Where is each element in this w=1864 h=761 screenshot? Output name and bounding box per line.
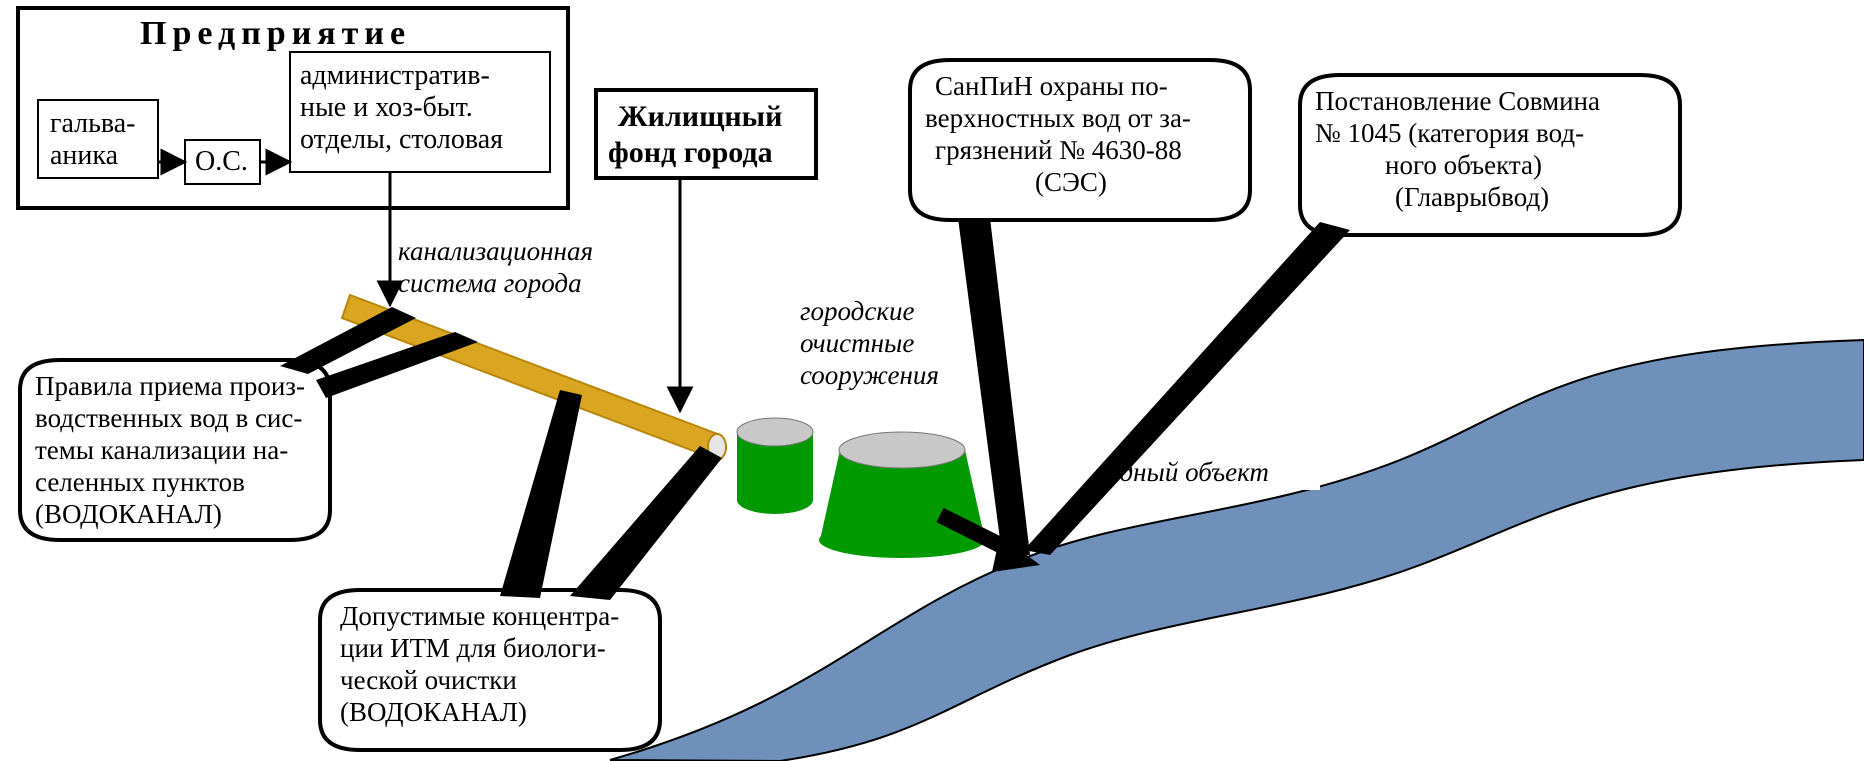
svg-text:Предприятие: Предприятие	[140, 15, 411, 52]
svg-text:канализационная: канализационная	[398, 236, 593, 266]
svg-text:(Главрыбвод): (Главрыбвод)	[1395, 182, 1549, 212]
svg-text:ного объекта): ного объекта)	[1385, 150, 1542, 180]
svg-text:Жилищный: Жилищный	[618, 100, 782, 133]
svg-text:административ-: административ-	[300, 60, 490, 91]
svg-text:отделы, столовая: отделы, столовая	[300, 124, 503, 155]
svg-text:аника: аника	[50, 140, 119, 171]
enterprise-box: Предприятие гальва- аника О.С. администр…	[18, 8, 568, 208]
svg-text:ческой очистки: ческой очистки	[340, 665, 517, 695]
housing-box: Жилищный фонд города	[596, 90, 816, 178]
svg-text:водственных вод в сис-: водственных вод в сис-	[35, 403, 302, 433]
svg-text:Правила приема произ-: Правила приема произ-	[35, 371, 305, 401]
svg-text:(СЭС): (СЭС)	[1035, 167, 1107, 197]
svg-text:гальва-: гальва-	[50, 108, 136, 139]
diagram-canvas: водный объект канализационная система го…	[0, 0, 1864, 761]
svg-text:верхностных вод от за-: верхностных вод от за-	[925, 103, 1191, 133]
svg-text:сооружения: сооружения	[800, 360, 939, 390]
treatment-label: городские очистные сооружения	[800, 296, 939, 390]
svg-text:темы канализации на-: темы канализации на-	[35, 435, 288, 465]
river	[610, 340, 1864, 761]
svg-text:Постановление Совмина: Постановление Совмина	[1315, 86, 1600, 116]
svg-text:очистные: очистные	[800, 328, 914, 358]
svg-text:(ВОДОКАНАЛ): (ВОДОКАНАЛ)	[340, 697, 527, 727]
svg-text:ции ИТМ для биологи-: ции ИТМ для биологи-	[340, 633, 606, 663]
treatment-tanks	[737, 418, 985, 558]
svg-text:№ 1045 (категория вод-: № 1045 (категория вод-	[1315, 118, 1584, 148]
svg-text:городские: городские	[800, 296, 914, 326]
svg-text:СанПиН охраны по-: СанПиН охраны по-	[935, 71, 1168, 101]
svg-text:селенных пунктов: селенных пунктов	[35, 467, 245, 497]
svg-text:грязнений № 4630-88: грязнений № 4630-88	[935, 135, 1182, 165]
svg-text:О.С.: О.С.	[195, 146, 248, 177]
sewer-label: канализационная система города	[398, 236, 593, 298]
svg-text:система города: система города	[398, 268, 582, 298]
callout-itm: Допустимые концентра- ции ИТМ для биолог…	[320, 390, 722, 750]
svg-text:(ВОДОКАНАЛ): (ВОДОКАНАЛ)	[35, 499, 222, 529]
svg-text:ные и хоз-быт.: ные и хоз-быт.	[300, 92, 473, 123]
svg-text:фонд города: фонд города	[608, 136, 773, 169]
svg-text:Допустимые концентра-: Допустимые концентра-	[340, 601, 619, 631]
